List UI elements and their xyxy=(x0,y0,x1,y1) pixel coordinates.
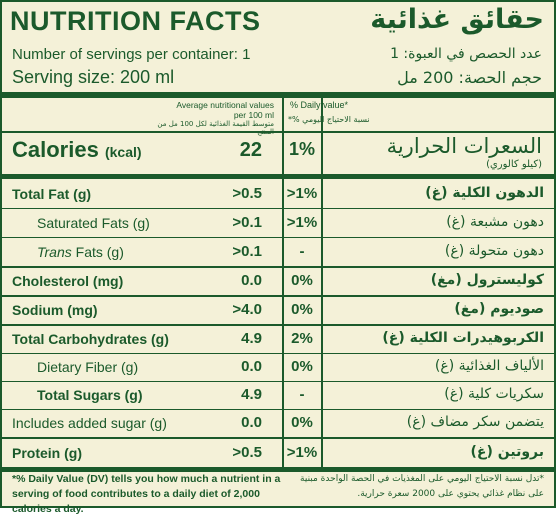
nutrient-name-ar: الألياف الغذائية (غ) xyxy=(434,358,544,374)
divider xyxy=(2,131,554,133)
nutrient-value: 4.9 xyxy=(241,386,262,403)
nutrient-name-ar: بروتين (غ) xyxy=(470,444,544,460)
nutrient-dv: - xyxy=(299,386,305,403)
nutrient-name-ar: سكريات كلية (غ) xyxy=(444,386,544,402)
table-row: Dietary Fiber (g) 0.0 0% الألياف الغذائي… xyxy=(2,354,554,382)
divider xyxy=(2,237,554,238)
nutrient-dv: >1% xyxy=(286,444,318,461)
nutrient-name-en: Cholesterol (mg) xyxy=(12,273,124,289)
nutrient-name-en: Saturated Fats (g) xyxy=(37,215,150,231)
nutrient-name-ar: الكربوهيدرات الكلية (غ) xyxy=(382,330,544,346)
nutrient-dv: 2% xyxy=(291,330,313,347)
nutrient-name-en: Dietary Fiber (g) xyxy=(37,359,139,375)
nutrient-name-en: Includes added sugar (g) xyxy=(12,415,167,431)
divider xyxy=(2,381,554,382)
nutrient-name-en: Total Carbohydrates (g) xyxy=(12,331,169,347)
nutrient-value: >4.0 xyxy=(232,301,262,318)
table-row: Total Sugars (g) 4.9 - سكريات كلية (غ) xyxy=(2,382,554,410)
divider xyxy=(2,208,554,209)
nutrient-value: >0.5 xyxy=(232,444,262,461)
footnote-ar: *تدل نسبة الاحتياج اليومي على المغذيات ف… xyxy=(300,474,544,499)
table-row: Cholesterol (mg) 0.0 0% كوليسترول (مغ) xyxy=(2,268,554,296)
servings-en: Number of servings per container: 1 xyxy=(12,46,251,63)
serving-size-en: Serving size: 200 ml xyxy=(12,67,175,87)
nutrient-name-en: Trans Fats (g) xyxy=(37,244,124,260)
nutrient-value: >0.1 xyxy=(232,243,262,260)
column-divider-2 xyxy=(321,98,323,472)
divider xyxy=(2,353,554,354)
calories-label-en: Calories (kcal) xyxy=(12,137,142,162)
serving-size-ar: حجم الحصة: 200 مل xyxy=(397,68,542,87)
nutrient-value: >0.1 xyxy=(232,214,262,231)
nutrient-name-en: Total Fat (g) xyxy=(12,186,92,202)
nutrient-name-ar: دهون متحولة (غ) xyxy=(444,243,544,259)
divider xyxy=(2,409,554,410)
nutrient-value: 0.0 xyxy=(241,272,262,289)
nutrient-dv: 0% xyxy=(291,272,313,289)
column-divider-1 xyxy=(282,98,284,472)
nutrient-dv: 0% xyxy=(291,358,313,375)
column-head-dv-en: % Daily value* xyxy=(290,100,349,110)
table-row: Includes added sugar (g) 0.0 0% يتضمن سك… xyxy=(2,410,554,438)
divider xyxy=(2,295,554,297)
nutrient-name-en: Sodium (mg) xyxy=(12,302,98,318)
table-row: Total Fat (g) >0.5 >1% الدهون الكلية (غ) xyxy=(2,180,554,209)
nutrient-name-en: Protein (g) xyxy=(12,445,82,461)
nutrient-value: 0.0 xyxy=(241,358,262,375)
nutrient-name-ar: دهون مشبعة (غ) xyxy=(446,214,544,230)
nutrient-value: 0.0 xyxy=(241,414,262,431)
nutrient-name-ar: يتضمن سكر مضاف (غ) xyxy=(406,414,544,430)
divider xyxy=(2,437,554,439)
servings-ar: عدد الحصص في العبوة: 1 xyxy=(390,46,542,62)
divider xyxy=(2,266,554,268)
nutrient-name-en: Total Sugars (g) xyxy=(37,387,143,403)
table-row: Trans Fats (g) >0.1 - دهون متحولة (غ) xyxy=(2,238,554,267)
nutrient-dv: >1% xyxy=(286,185,318,202)
divider xyxy=(2,324,554,326)
calories-unit-ar: (كيلو كالوري) xyxy=(486,159,542,170)
table-row: Saturated Fats (g) >0.1 >1% دهون مشبعة (… xyxy=(2,209,554,238)
nutrient-name-ar: الدهون الكلية (غ) xyxy=(425,185,544,201)
calories-label-ar: السعرات الحرارية xyxy=(386,134,542,158)
footnote-en: *% Daily Value (DV) tells you how much a… xyxy=(12,473,281,515)
nutrient-name-ar: كوليسترول (مغ) xyxy=(430,272,544,288)
column-head-dv-ar: نسبة الاحتياج اليومي %* xyxy=(288,115,370,124)
nutrient-dv: 0% xyxy=(291,301,313,318)
title-ar: حقائق غذائية xyxy=(370,4,544,35)
title-en: NUTRITION FACTS xyxy=(10,6,261,36)
thick-divider xyxy=(2,467,554,472)
column-head-avg-ar: متوسط القيمة الغذائية لكل 100 مل من المن… xyxy=(157,120,274,136)
thick-divider xyxy=(2,92,554,98)
table-row: Total Carbohydrates (g) 4.9 2% الكربوهيد… xyxy=(2,326,554,354)
nutrient-value: >0.5 xyxy=(232,185,262,202)
calories-value: 22 xyxy=(239,139,262,161)
nutrient-name-ar: صوديوم (مغ) xyxy=(454,301,544,317)
calories-dv: 1% xyxy=(288,139,315,159)
thick-divider xyxy=(2,174,554,179)
column-head-avg-en: Average nutritional values per 100 ml xyxy=(176,100,274,120)
table-row: Protein (g) >0.5 >1% بروتين (غ) xyxy=(2,439,554,468)
nutrient-dv: 0% xyxy=(291,414,313,431)
nutrient-dv: - xyxy=(299,243,305,260)
table-row: Sodium (mg) >4.0 0% صوديوم (مغ) xyxy=(2,297,554,325)
nutrient-value: 4.9 xyxy=(241,330,262,347)
nutrient-dv: >1% xyxy=(286,214,318,231)
